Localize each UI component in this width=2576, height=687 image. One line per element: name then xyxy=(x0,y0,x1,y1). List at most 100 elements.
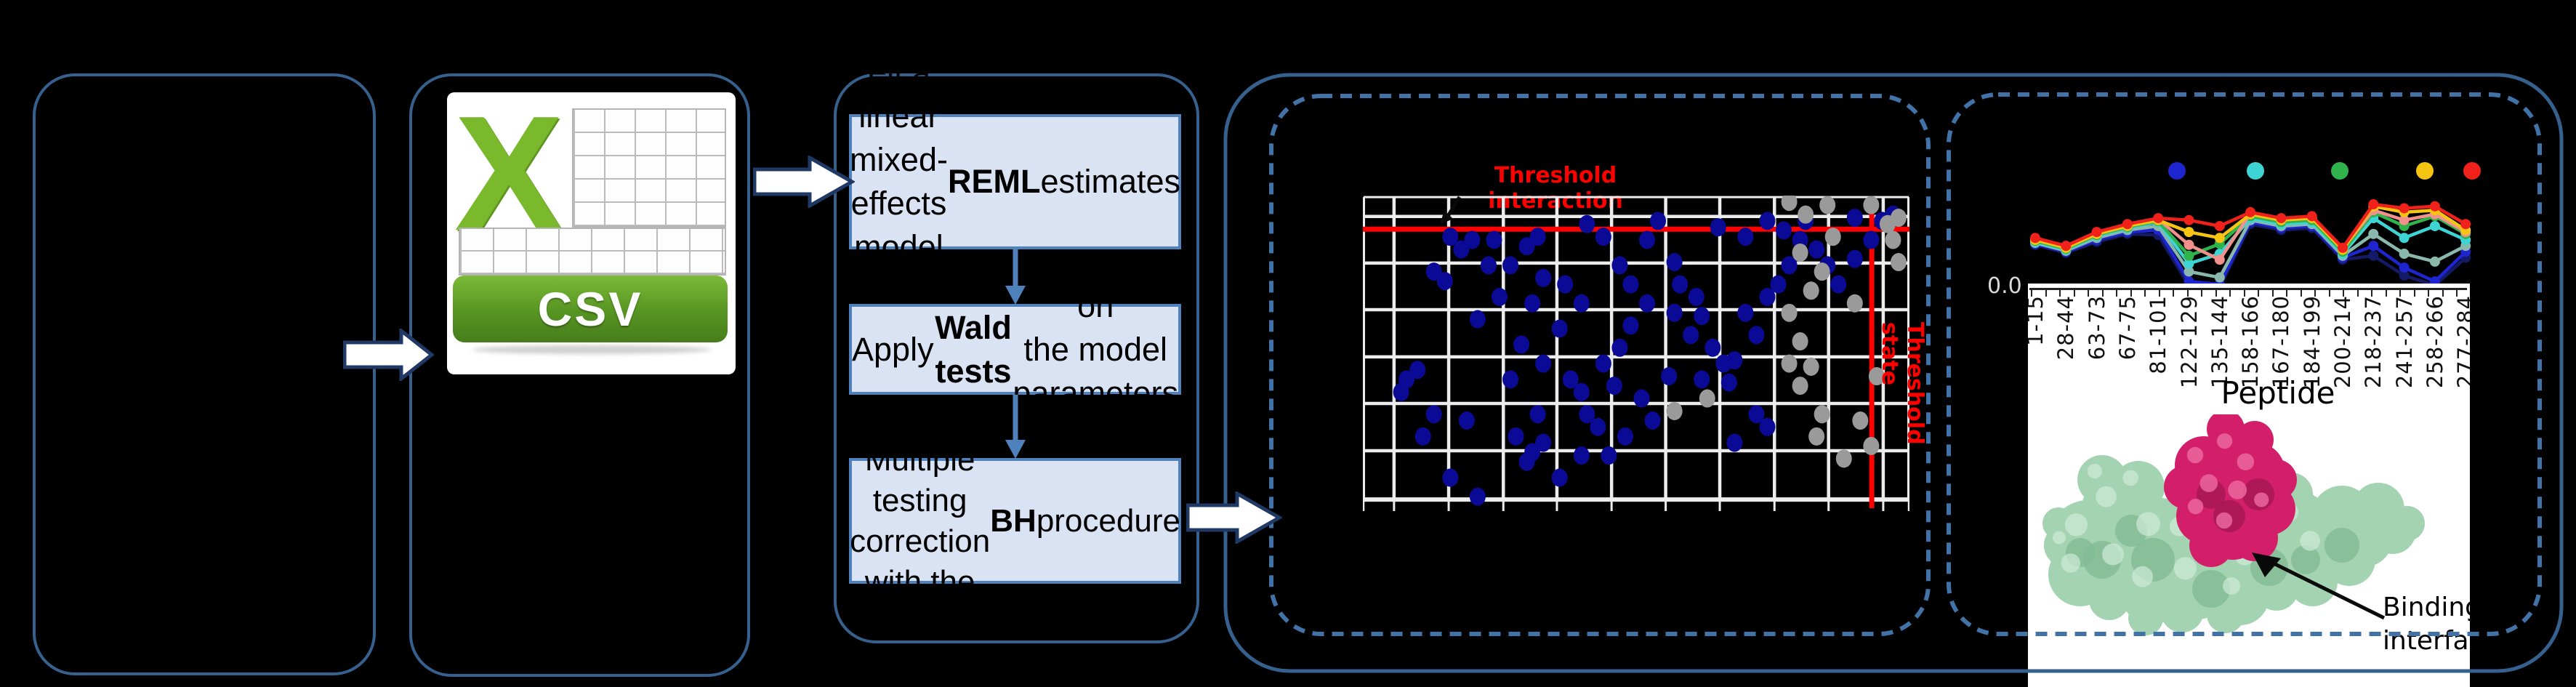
scatter-point-non-significant xyxy=(1824,228,1841,246)
scatter-point-significant xyxy=(1579,405,1595,424)
scatter-point-significant xyxy=(1524,294,1541,313)
csv-shadow xyxy=(472,345,712,354)
scatter-point-significant xyxy=(1633,389,1650,408)
scatter-point-significant xyxy=(1792,230,1808,249)
flow-box-bh: Multiple testing correction with the BH … xyxy=(849,441,1181,600)
scatter-point-significant xyxy=(1442,228,1459,246)
scatter-point-non-significant xyxy=(1792,377,1808,395)
scatter-point-significant xyxy=(1846,249,1863,268)
scatter-point-significant xyxy=(1535,354,1552,373)
scatter-point-significant xyxy=(1469,310,1486,329)
scatter-point-non-significant xyxy=(1803,357,1819,376)
peptide-dashed-frame xyxy=(1947,92,2542,636)
scatter-point-significant xyxy=(1846,209,1863,228)
scatter-point-significant xyxy=(1759,212,1776,230)
spreadsheet-grid-top xyxy=(572,108,726,228)
scatter-point-significant xyxy=(1535,268,1552,287)
scatter-point-significant xyxy=(1393,382,1409,401)
scatter-dashed-frame xyxy=(1269,94,1931,636)
scatter-point-significant xyxy=(1508,427,1524,446)
scatter-point-significant xyxy=(1464,230,1481,249)
scatter-point-significant xyxy=(1502,370,1519,389)
scatter-point-significant xyxy=(1611,256,1628,275)
flow-down-arrow-1-icon xyxy=(1005,249,1026,305)
scatter-point-significant xyxy=(1513,335,1530,354)
scatter-point-non-significant xyxy=(1808,427,1825,446)
scatter-point-significant xyxy=(1639,294,1656,313)
scatter-point-significant xyxy=(1759,417,1776,436)
scatter-point-significant xyxy=(1480,256,1497,275)
scatter-point-significant xyxy=(1529,228,1546,246)
scatter-point-significant xyxy=(1694,307,1710,326)
scatter-point-significant xyxy=(1672,275,1689,294)
scatter-point-significant xyxy=(1726,351,1743,370)
scatter-point-significant xyxy=(1683,326,1699,345)
scatter-point-significant xyxy=(1606,377,1622,395)
scatter-point-significant xyxy=(1666,253,1683,272)
scatter-point-non-significant xyxy=(1890,209,1907,228)
scatter-right-label: Threshold state xyxy=(1877,322,1928,445)
scatter-point-significant xyxy=(1595,354,1611,373)
scatter-point-significant xyxy=(1770,275,1787,294)
scatter-point-significant xyxy=(1425,262,1442,281)
connector-arrow-3-icon xyxy=(1186,491,1282,544)
scatter-point-significant xyxy=(1726,433,1743,452)
scatter-point-significant xyxy=(1518,237,1535,256)
scatter-point-significant xyxy=(1518,452,1535,471)
scatter-point-non-significant xyxy=(1863,436,1880,455)
connector-arrow-2-icon xyxy=(753,156,855,208)
scatter-point-non-significant xyxy=(1868,367,1885,386)
scatter-point-non-significant xyxy=(1781,303,1798,322)
legend-dot-icon xyxy=(2168,162,2186,180)
scatter-point-significant xyxy=(1748,405,1765,424)
scatter-point-significant xyxy=(1579,214,1595,233)
protein-structure-image xyxy=(2042,414,2425,635)
scatter-point-significant xyxy=(1644,411,1661,430)
scatter-point-non-significant xyxy=(1798,205,1814,224)
scatter-point-significant xyxy=(1486,230,1502,249)
scatter-plot xyxy=(1363,196,1909,511)
binding-label-line2: interface xyxy=(2383,626,2470,656)
scatter-point-significant xyxy=(1409,361,1426,379)
legend-dot-icon xyxy=(2247,162,2264,180)
pipeline-panel xyxy=(834,73,1199,643)
scatter-point-significant xyxy=(1622,316,1639,335)
scatter-point-significant xyxy=(1737,228,1754,246)
x-axis-line xyxy=(2029,288,2467,290)
binding-interface-arrow-icon xyxy=(2252,553,2386,620)
y-axis-tick-label: 0.0 xyxy=(1987,273,2022,299)
scatter-point-significant xyxy=(1458,411,1475,430)
spreadsheet-grid-bottom xyxy=(459,228,726,276)
scatter-point-significant xyxy=(1492,288,1508,307)
scatter-point-significant xyxy=(1622,275,1639,294)
legend-dot-icon xyxy=(2331,162,2348,180)
scatter-point-non-significant xyxy=(1863,196,1880,214)
scatter-point-significant xyxy=(1551,319,1568,338)
scatter-point-significant xyxy=(1666,303,1683,322)
scatter-point-non-significant xyxy=(1814,262,1830,281)
scatter-point-significant xyxy=(1573,294,1590,313)
flow-box-reml: Fit a linear mixed- effects model with R… xyxy=(849,54,1181,309)
input-panel xyxy=(33,73,376,675)
csv-label: CSV xyxy=(537,282,643,336)
scatter-point-non-significant xyxy=(1835,449,1852,468)
scatter-point-non-significant xyxy=(1885,230,1901,249)
scatter-point-significant xyxy=(1617,427,1633,446)
scatter-point-non-significant xyxy=(1819,196,1836,214)
flow-box-wald: Apply Wald tests on the model parameters xyxy=(849,287,1181,411)
peptide-line-chart xyxy=(2030,199,2471,291)
scatter-point-significant xyxy=(1830,275,1847,294)
scatter-point-non-significant xyxy=(1792,332,1808,351)
scatter-point-non-significant xyxy=(1666,401,1683,420)
scatter-point-significant xyxy=(1535,433,1552,452)
scatter-point-significant xyxy=(1573,382,1590,401)
scatter-point-significant xyxy=(1748,326,1765,345)
scatter-point-non-significant xyxy=(1814,405,1830,424)
connector-arrow-1-icon xyxy=(343,329,435,381)
results-group-frame xyxy=(1223,73,2564,673)
scatter-point-significant xyxy=(1442,468,1459,487)
scatter-point-significant xyxy=(1595,228,1611,246)
scatter-point-significant xyxy=(1639,230,1656,249)
binding-label-line1: Binding xyxy=(2383,592,2470,622)
